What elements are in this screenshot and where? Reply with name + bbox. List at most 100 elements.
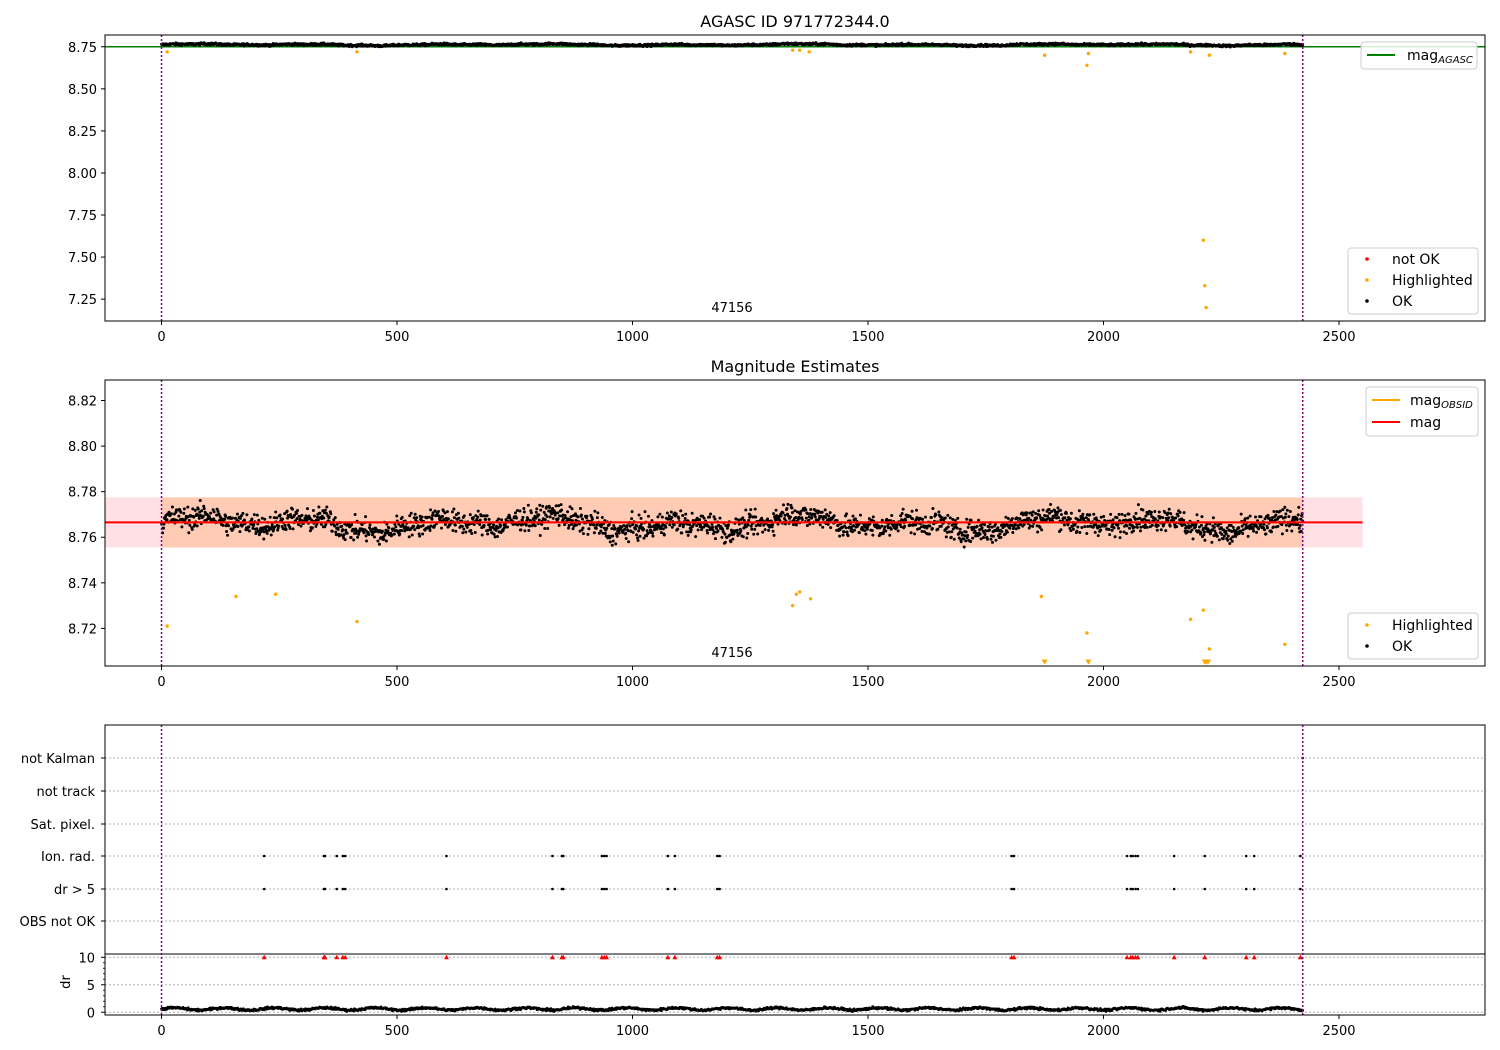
estimates-ok-point bbox=[535, 507, 539, 511]
estimates-ok-point bbox=[451, 528, 455, 532]
estimates-ok-point bbox=[468, 513, 472, 517]
estimates-ok-point bbox=[624, 531, 628, 535]
estimates-ok-point bbox=[959, 540, 963, 544]
estimates-ok-point bbox=[187, 518, 191, 522]
estimates-ok-point bbox=[1010, 517, 1014, 521]
estimates-ok-point bbox=[364, 534, 368, 538]
estimates-ok-point bbox=[170, 505, 174, 509]
estimates-ok-point bbox=[545, 505, 549, 509]
estimates-ok-point bbox=[453, 523, 457, 527]
estimates-ok-point bbox=[1127, 512, 1131, 516]
estimates-ok-point bbox=[1200, 515, 1204, 519]
estimates-ok-point bbox=[702, 516, 706, 520]
estimates-ok-point bbox=[310, 526, 314, 530]
estimates-ok-point bbox=[1220, 532, 1224, 536]
estimates-ok-point bbox=[219, 516, 223, 520]
estimates-legend-entry: Highlighted bbox=[1392, 618, 1473, 634]
estimates-ok-point bbox=[446, 517, 450, 521]
estimates-ok-point bbox=[651, 534, 655, 538]
estimates-ok-point bbox=[865, 527, 869, 531]
estimates-ok-point bbox=[1212, 525, 1216, 529]
estimates-ok-point bbox=[614, 542, 618, 546]
estimates-ok-point bbox=[202, 504, 206, 508]
estimates-ok-point bbox=[1099, 528, 1103, 532]
estimates-ok-point bbox=[192, 515, 196, 519]
estimates-ok-point bbox=[325, 505, 329, 509]
estimates-ok-point bbox=[786, 502, 790, 506]
estimates-ok-point bbox=[1076, 525, 1080, 529]
estimates-ok-point bbox=[523, 529, 527, 533]
estimates-ok-point bbox=[1283, 515, 1287, 519]
estimates-ok-point bbox=[300, 513, 304, 517]
estimates-ytick-label: 8.76 bbox=[68, 531, 97, 546]
estimates-ok-point bbox=[387, 526, 391, 530]
estimates-ok-point bbox=[944, 535, 948, 539]
estimates-ok-point bbox=[756, 532, 760, 536]
estimates-ok-point bbox=[452, 507, 456, 511]
flag-point bbox=[673, 887, 677, 891]
dr-ytick-label: 0 bbox=[87, 1006, 95, 1021]
estimates-ok-point bbox=[1296, 513, 1300, 517]
estimates-ok-point bbox=[380, 529, 384, 533]
estimates-ok-point bbox=[1117, 526, 1121, 530]
estimates-ok-point bbox=[1107, 528, 1111, 532]
estimates-ok-point bbox=[1153, 517, 1157, 521]
estimates-ok-point bbox=[599, 529, 603, 533]
agasc-ytick-label: 7.75 bbox=[68, 209, 97, 224]
estimates-ok-point bbox=[1109, 512, 1113, 516]
estimates-ok-point bbox=[660, 515, 664, 519]
estimates-xtick-label: 1000 bbox=[616, 675, 649, 690]
estimates-ok-point bbox=[235, 512, 239, 516]
flag-point bbox=[1125, 854, 1129, 858]
estimates-xtick-label: 0 bbox=[157, 675, 165, 690]
estimates-ok-point bbox=[1025, 511, 1029, 515]
estimates-ok-point bbox=[470, 531, 474, 535]
estimates-ok-point bbox=[471, 516, 475, 520]
estimates-ok-point bbox=[1138, 529, 1142, 533]
estimates-xtick-label: 2000 bbox=[1087, 675, 1120, 690]
flag-point bbox=[1203, 887, 1207, 891]
estimates-ok-point bbox=[1093, 530, 1097, 534]
agasc-highlighted-point bbox=[1204, 305, 1208, 310]
estimates-ok-point bbox=[772, 533, 776, 537]
estimates-ok-point bbox=[566, 510, 570, 514]
estimates-ok-point bbox=[680, 531, 684, 535]
estimates-ok-point bbox=[1017, 526, 1021, 530]
estimates-ok-point bbox=[247, 525, 251, 529]
estimates-ok-point bbox=[627, 540, 631, 544]
estimates-ok-point bbox=[896, 529, 900, 533]
estimates-ok-point bbox=[883, 525, 887, 529]
flag-point bbox=[1203, 854, 1207, 858]
estimates-ok-point bbox=[910, 509, 914, 513]
agasc-ytick-label: 7.50 bbox=[68, 251, 97, 266]
estimates-ok-point bbox=[636, 539, 640, 543]
estimates-ok-point bbox=[236, 525, 240, 529]
estimates-legend-marker bbox=[1365, 644, 1369, 648]
estimates-ok-point bbox=[1255, 530, 1259, 534]
estimates-ok-point bbox=[215, 507, 219, 511]
estimates-ok-point bbox=[251, 526, 255, 530]
flag-point bbox=[335, 854, 339, 858]
estimates-ok-point bbox=[522, 507, 526, 511]
flag-point bbox=[1134, 854, 1137, 858]
estimates-ok-point bbox=[489, 528, 493, 532]
estimates-ok-point bbox=[334, 530, 338, 534]
estimates-ok-point bbox=[1047, 508, 1051, 512]
estimates-highlighted-point bbox=[1207, 647, 1212, 651]
estimates-panel-annotation: 47156 bbox=[711, 646, 752, 661]
estimates-ok-point bbox=[557, 523, 561, 527]
estimates-panel: Magnitude Estimates 0 500 1000 1500 2000 2500… bbox=[68, 357, 1486, 690]
estimates-ok-point bbox=[291, 507, 295, 511]
estimates-ok-point bbox=[655, 527, 659, 531]
flag-point bbox=[335, 887, 339, 891]
estimates-ok-point bbox=[642, 527, 646, 531]
estimates-ok-point bbox=[421, 524, 425, 528]
estimates-ok-point bbox=[1284, 523, 1288, 527]
flag-point bbox=[718, 887, 721, 891]
estimates-ok-point bbox=[167, 510, 171, 514]
estimates-ok-point bbox=[747, 518, 751, 522]
estimates-ok-point bbox=[625, 524, 629, 528]
estimates-ok-point bbox=[349, 535, 353, 539]
estimates-ok-point bbox=[741, 535, 745, 539]
estimates-ok-point bbox=[330, 529, 334, 533]
